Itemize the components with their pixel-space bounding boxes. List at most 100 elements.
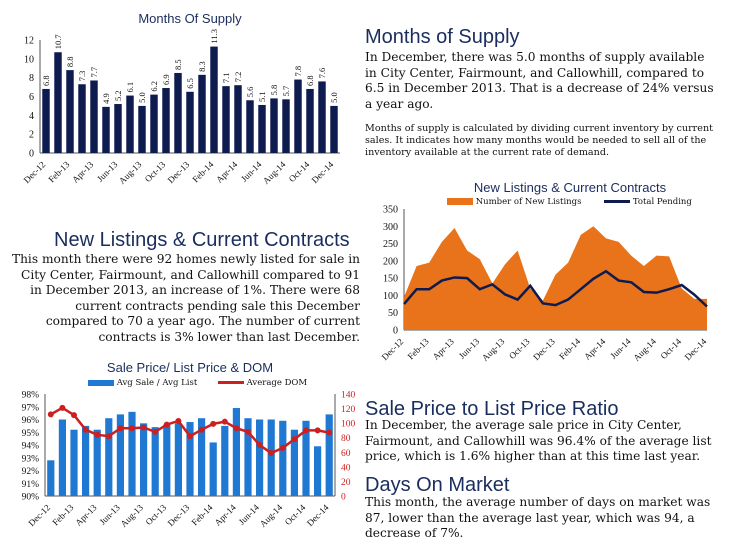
x-tick-label: Jun-13 <box>457 336 482 361</box>
legend-swatch-new-listings <box>447 198 473 205</box>
bar <box>150 94 158 153</box>
data-label: 6.8 <box>41 75 51 86</box>
bar <box>174 423 182 496</box>
y-tick-label: 150 <box>383 274 398 285</box>
dom-point <box>314 427 321 434</box>
x-tick-label: Dec-13 <box>166 159 192 185</box>
bar <box>222 86 230 153</box>
dom-point <box>82 426 89 433</box>
nl-heading: New Listings & Current Contracts <box>54 229 350 251</box>
dom-point <box>291 436 298 443</box>
dom-point <box>268 450 275 457</box>
x-tick-label: Feb-14 <box>190 502 215 527</box>
y-tick-label: 300 <box>383 222 398 233</box>
bar <box>54 52 62 153</box>
x-tick-label: Dec-12 <box>22 159 48 185</box>
bar <box>114 104 122 153</box>
y-tick-label-right: 60 <box>341 449 351 459</box>
y-tick-label-left: 94% <box>22 442 40 452</box>
x-tick-label: Dec-14 <box>683 336 709 362</box>
x-tick-label: Aug-13 <box>118 502 145 529</box>
x-tick-label: Feb-13 <box>50 502 75 527</box>
listings-legend: Number of New Listings Total Pending <box>447 197 692 207</box>
data-label: 8.3 <box>197 61 207 72</box>
bar <box>244 418 252 496</box>
bar <box>330 105 338 153</box>
dom-point <box>59 404 66 411</box>
y-tick-label-right: 40 <box>341 463 351 473</box>
data-label: 11.3 <box>209 29 219 44</box>
data-label: 10.7 <box>53 34 63 49</box>
data-label: 5.0 <box>329 92 339 103</box>
x-tick-label: Apr-13 <box>431 336 457 362</box>
data-label: 6.9 <box>161 74 171 85</box>
dom-point <box>198 426 205 433</box>
x-tick-label: Aug-13 <box>117 159 144 186</box>
x-tick-label: Apr-14 <box>214 159 240 185</box>
bar <box>210 46 218 153</box>
mos-body: In December, there was 5.0 months of sup… <box>365 50 714 111</box>
bar <box>66 70 74 153</box>
bar <box>82 425 90 496</box>
y-tick-label: 0 <box>29 149 34 160</box>
bar <box>198 418 206 496</box>
bar <box>163 424 171 496</box>
y-tick-label-left: 90% <box>22 493 40 503</box>
x-tick-label: Oct-13 <box>507 336 532 361</box>
legend-swatch-ratio <box>88 379 114 386</box>
data-label: 6.2 <box>149 81 159 92</box>
legend-label-dom: Average DOM <box>246 378 308 388</box>
dom-point <box>233 425 240 432</box>
legend-label-pending: Total Pending <box>632 197 692 207</box>
dom-point <box>256 442 263 448</box>
dom-point <box>175 417 182 424</box>
data-label: 5.8 <box>269 85 279 96</box>
bar <box>256 419 264 496</box>
y-tick-label-right: 80 <box>341 434 351 444</box>
dom-point <box>129 425 135 432</box>
bar <box>234 85 242 153</box>
x-tick-label: Aug-14 <box>631 336 658 363</box>
dom-point <box>94 431 101 438</box>
data-label: 7.8 <box>293 66 303 77</box>
bar <box>93 429 101 496</box>
x-tick-label: Jun-14 <box>608 336 633 361</box>
legend-swatch-dom <box>217 381 244 384</box>
dom-point <box>279 444 286 451</box>
mos-heading: Months of Supply <box>365 26 520 48</box>
bar <box>325 414 333 496</box>
bar <box>302 420 310 496</box>
x-tick-label: Apr-14 <box>582 336 608 362</box>
data-label: 5.7 <box>281 86 291 97</box>
dom-body: This month, the average number of days o… <box>365 495 711 540</box>
bar <box>258 104 266 153</box>
data-label: 5.1 <box>257 91 267 102</box>
x-tick-label: Oct-13 <box>143 159 168 184</box>
dom-point <box>140 424 147 431</box>
x-tick-label: Jun-13 <box>95 159 120 184</box>
dom-point <box>303 427 309 434</box>
y-tick-label-right: 20 <box>341 478 351 488</box>
sp-body: In December, the average sale price in C… <box>365 418 712 463</box>
bar <box>151 427 159 496</box>
bar <box>186 422 194 496</box>
y-tick-label: 6 <box>29 92 34 103</box>
x-tick-label: Apr-13 <box>70 159 96 185</box>
legend-label-ratio: Avg Sale / Avg List <box>116 378 198 388</box>
bar <box>221 425 229 496</box>
bar <box>294 79 302 153</box>
bar <box>267 419 275 496</box>
dom-point <box>245 428 251 435</box>
y-tick-label-left: 97% <box>22 403 40 413</box>
mos-note: Months of supply is calculated by dividi… <box>365 123 713 158</box>
bar <box>102 106 110 153</box>
bar <box>314 446 322 496</box>
bar <box>282 99 290 153</box>
y-tick-label-left: 96% <box>22 416 40 426</box>
x-tick-label: Aug-14 <box>261 159 288 186</box>
data-label: 7.1 <box>221 73 231 84</box>
x-tick-label: Dec-12 <box>380 336 406 362</box>
bar <box>128 411 136 496</box>
data-label: 7.2 <box>233 72 243 83</box>
y-tick-label: 8 <box>29 73 34 84</box>
